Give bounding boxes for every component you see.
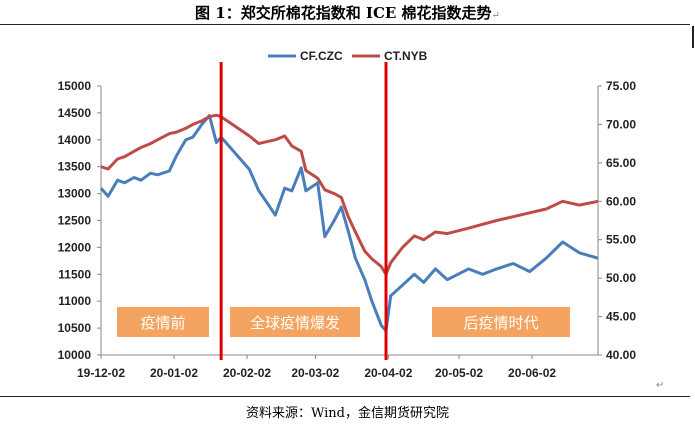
right-edge-marker xyxy=(692,26,694,48)
source-note: 资料来源：Wind，金信期货研究院 xyxy=(0,402,695,421)
right-axis-tick-label: 65.00 xyxy=(606,156,636,170)
left-axis-tick-label: 11500 xyxy=(58,267,91,281)
left-axis-tick-label: 15000 xyxy=(58,79,92,93)
left-axis-tick-label: 14500 xyxy=(58,106,92,120)
phase-label-global-outbreak: 全球疫情爆发 xyxy=(230,307,360,337)
title-return-mark: ↵ xyxy=(491,10,500,21)
left-axis-tick-label: 13500 xyxy=(58,160,92,174)
bottom-rule xyxy=(0,396,690,397)
left-axis-tick-label: 10500 xyxy=(58,321,92,335)
x-axis-tick-label: 20-05-02 xyxy=(435,366,483,380)
top-rule xyxy=(0,24,690,25)
legend-label-ct-nyb: CT.NYB xyxy=(384,49,428,63)
left-axis-tick-label: 12500 xyxy=(58,214,92,228)
x-axis-tick-label: 20-02-02 xyxy=(223,366,271,380)
right-axis-tick-label: 55.00 xyxy=(606,233,636,247)
x-axis-tick-label: 20-04-02 xyxy=(364,366,412,380)
left-axis-tick-label: 11000 xyxy=(58,294,91,308)
x-axis-tick-label: 20-03-02 xyxy=(291,366,339,380)
x-axis-tick-label: 20-01-02 xyxy=(150,366,198,380)
phase-label-pre-pandemic: 疫情前 xyxy=(117,307,209,337)
right-axis-tick-label: 60.00 xyxy=(606,194,636,208)
left-axis-tick-label: 10000 xyxy=(58,348,92,362)
right-axis-tick-label: 70.00 xyxy=(606,117,636,131)
right-axis-tick-label: 50.00 xyxy=(606,271,636,285)
left-axis-tick-label: 13000 xyxy=(58,187,92,201)
left-axis-tick-label: 12000 xyxy=(58,240,92,254)
figure-title-text: 图 1：郑交所棉花指数和 ICE 棉花指数走势 xyxy=(195,4,492,22)
right-axis-tick-label: 40.00 xyxy=(606,348,636,362)
series-line-cf-czc xyxy=(99,114,599,333)
right-axis-tick-label: 75.00 xyxy=(606,79,636,93)
left-axis-tick-label: 14000 xyxy=(58,133,92,147)
right-axis-tick-label: 45.00 xyxy=(606,310,636,324)
x-axis-tick-label: 19-12-02 xyxy=(77,366,125,380)
series-line-ct-nyb xyxy=(100,113,599,276)
phase-label-post-pandemic: 后疫情时代 xyxy=(432,307,570,337)
source-text: 资料来源：Wind，金信期货研究院 xyxy=(246,406,449,421)
legend-label-cf-czc: CF.CZC xyxy=(300,49,343,63)
x-axis-tick-label: 20-06-02 xyxy=(508,366,556,380)
chart-end-mark: ↵ xyxy=(656,380,665,391)
figure-title: 图 1：郑交所棉花指数和 ICE 棉花指数走势↵ xyxy=(0,2,695,23)
